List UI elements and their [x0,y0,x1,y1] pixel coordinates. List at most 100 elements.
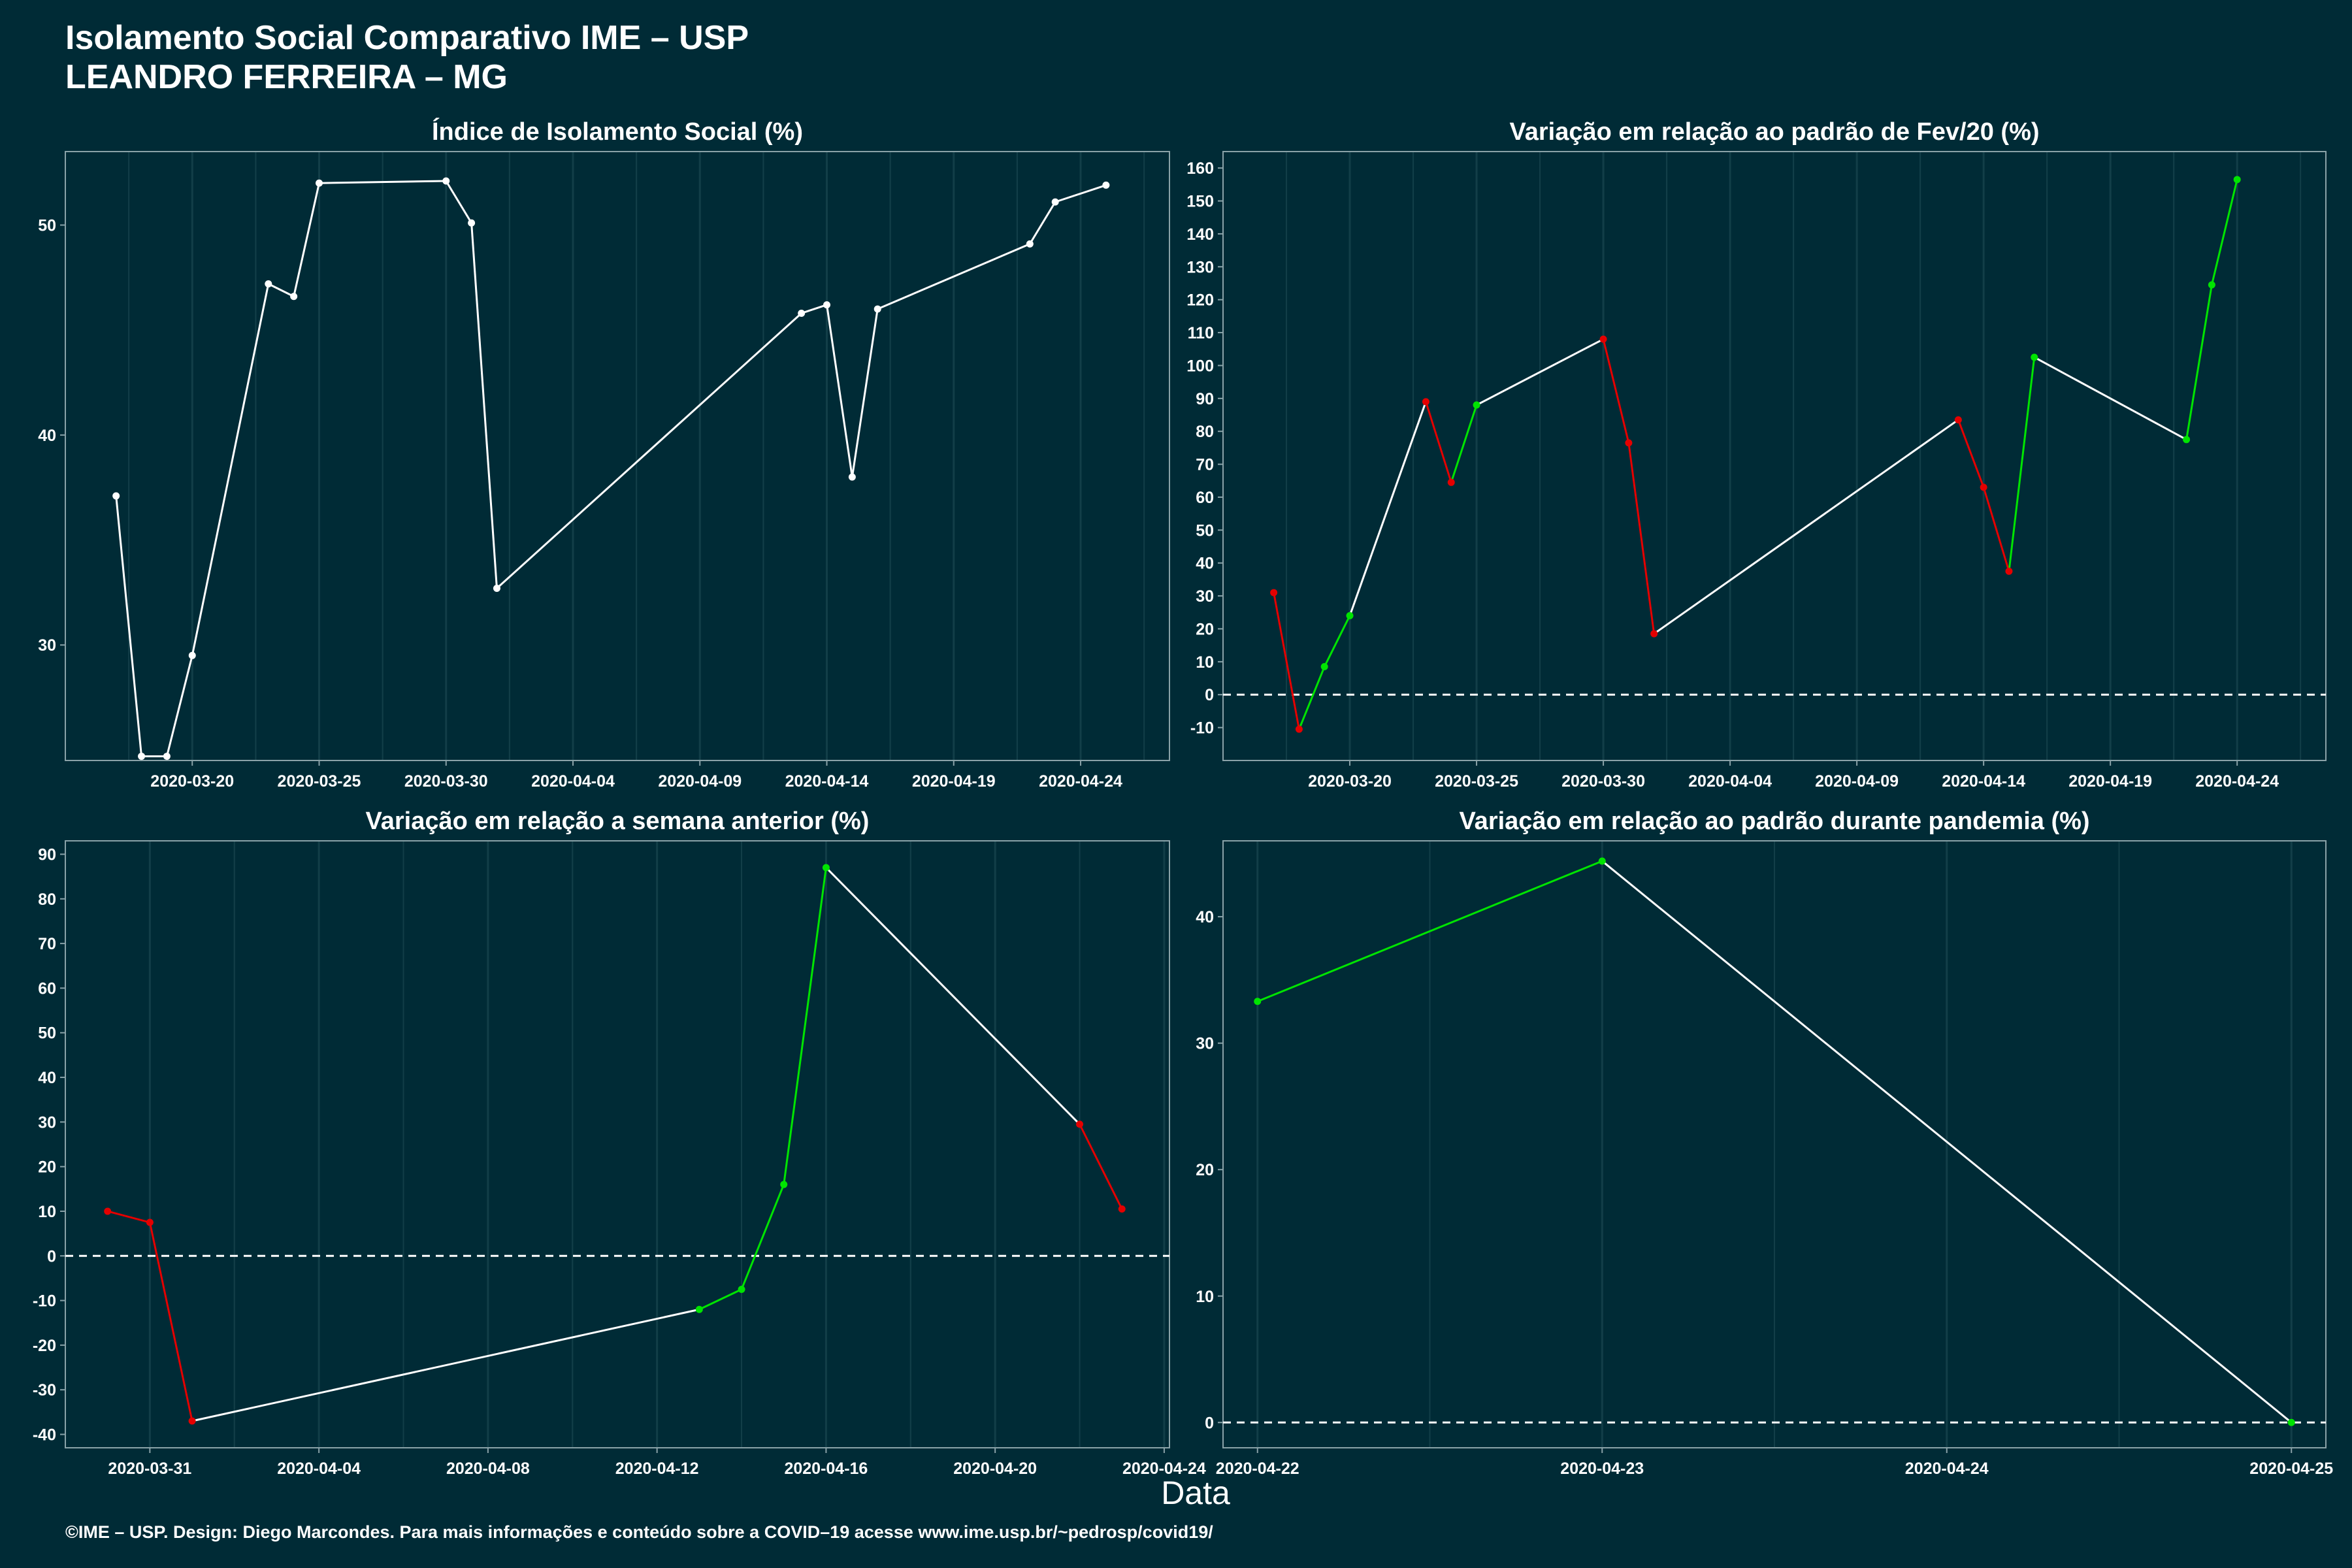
x-tick-label: 2020-04-16 [784,1460,868,1478]
series-segment [826,304,853,478]
x-tick-label: 2020-04-19 [2068,772,2152,791]
data-point [1954,416,1962,424]
series-segment [445,180,472,224]
data-point [188,651,196,659]
series-segment [1601,860,2293,1424]
data-point [1102,181,1110,189]
series-segment [470,223,498,589]
series-segment [319,180,446,184]
y-tick-label: 30 [1196,1035,1214,1053]
data-point [1650,630,1658,638]
x-tick-label: 2020-04-24 [2195,772,2279,791]
series-segment [115,495,143,757]
series-segment [2210,179,2238,286]
data-point [1346,612,1354,619]
y-tick-label: 70 [1196,456,1214,474]
y-tick-label: 40 [1196,555,1214,573]
x-tick-label: 2020-03-31 [108,1460,191,1478]
y-tick-label: 20 [1196,1161,1214,1179]
data-point [1447,478,1455,486]
data-point [1625,439,1633,447]
x-tick-label: 2020-03-20 [150,772,234,791]
series-segment [801,304,827,314]
x-tick-label: 2020-04-19 [912,772,996,791]
data-point [1473,401,1480,409]
data-point [1076,1120,1084,1128]
data-point [2208,281,2215,289]
y-tick-label: 40 [38,427,56,445]
data-point [1118,1205,1126,1213]
data-point [2031,353,2038,361]
data-point [822,864,830,872]
panel-border [65,840,1170,1448]
panel-border [1222,151,2327,761]
series-segment [1298,666,1326,730]
y-tick-label: 0 [1205,686,1214,704]
chart-panel-2: Variação em relação ao padrão de Fev/20 … [1186,118,2327,791]
y-tick-label: 10 [1196,1288,1214,1306]
panel-border [65,151,1170,761]
x-tick-label: 2020-03-25 [1435,772,1518,791]
y-tick-label: 20 [38,1158,56,1177]
y-tick-label: 130 [1186,258,1214,276]
series-segment [1957,419,1985,488]
series-segment [1653,419,1959,635]
chart-panel-1: Índice de Isolamento Social (%) 2020-03-2… [38,117,1170,791]
chart-panel-4: Variação em relação ao padrão durante pa… [1196,808,2333,1478]
y-tick-label: 10 [1196,653,1214,672]
series-segment [1450,404,1478,483]
data-point [2183,436,2191,444]
series-segment [783,867,827,1185]
y-tick-label: 90 [1196,390,1214,408]
data-point [695,1305,703,1313]
chart-panel-3: Variação em relação a semana anterior (%… [33,808,1206,1478]
x-tick-label: 2020-03-25 [278,772,361,791]
data-point [1254,998,1262,1005]
page-title: Isolamento Social Comparativo IME – USP [65,19,749,57]
series-segment [107,1210,150,1224]
series-segment [191,1308,700,1422]
y-tick-label: 90 [38,845,56,864]
panel-border [1222,840,2327,1448]
series-segment [851,308,879,478]
data-point [290,293,298,301]
data-point [1598,857,1606,865]
series-segment [740,1184,785,1290]
data-point [874,305,881,313]
data-point [1980,483,1987,491]
series-segment [2034,356,2187,441]
y-tick-label: 50 [38,216,56,235]
x-tick-label: 2020-04-14 [785,772,869,791]
series-segment [293,182,320,297]
data-point [265,280,272,287]
x-tick-label: 2020-04-22 [1216,1460,1299,1478]
data-point [2233,176,2241,184]
data-point [2287,1418,2295,1426]
x-tick-label: 2020-04-04 [277,1460,361,1478]
series-segment [1982,487,2010,572]
x-tick-label: 2020-04-24 [1905,1460,1989,1478]
y-tick-label: -10 [33,1292,56,1311]
series-segment [1627,442,1656,634]
data-point [848,473,856,481]
data-point [1320,662,1328,670]
series-segment [825,866,1081,1125]
x-tick-label: 2020-03-30 [1561,772,1645,791]
y-tick-label: 50 [1196,521,1214,540]
series-segment [165,655,193,757]
panel-title: Variação em relação ao padrão durante pa… [1459,808,2089,835]
series-segment [1425,401,1452,483]
data-point [823,301,831,309]
data-point [316,179,323,187]
series-segment [1029,201,1056,245]
panel-title: Variação em relação ao padrão de Fev/20 … [1509,118,2039,146]
data-point [104,1207,112,1215]
data-point [798,309,806,317]
y-tick-label: 40 [1196,908,1214,926]
series-segment [1323,615,1351,668]
data-point [146,1218,154,1226]
x-tick-label: 2020-04-04 [1688,772,1772,791]
y-tick-label: -20 [33,1337,56,1355]
data-point [1026,240,1034,248]
y-tick-label: 160 [1186,159,1214,178]
